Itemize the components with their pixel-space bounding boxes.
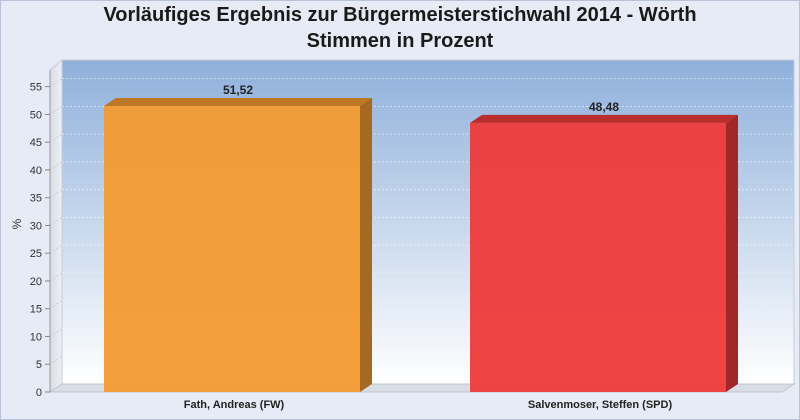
bar-top	[104, 97, 372, 106]
chart-title: Vorläufiges Ergebnis zur Bürgermeisterst…	[103, 4, 697, 26]
chart-subtitle: Stimmen in Prozent	[306, 30, 494, 52]
y-tick-label: 55	[30, 82, 42, 94]
y-tick-label: 0	[36, 387, 42, 399]
y-tick-label: 20	[30, 276, 42, 288]
y-tick-label: 45	[30, 137, 42, 149]
plot-side-wall	[49, 58, 63, 393]
y-tick-label: 15	[30, 304, 42, 316]
y-tick-label: 40	[30, 165, 42, 177]
gridline-wall	[49, 217, 63, 226]
gridline-wall	[49, 189, 63, 198]
gridline-wall	[49, 78, 63, 87]
bar-value-label: 51,52	[223, 83, 253, 97]
bar-side	[360, 97, 372, 393]
y-tick-label: 30	[30, 220, 42, 232]
x-tick-label: Salvenmoser, Steffen (SPD)	[528, 399, 673, 411]
y-axis-label: %	[10, 218, 24, 229]
y-tick-label: 25	[30, 248, 42, 260]
gridline-wall	[49, 355, 63, 365]
gridline-wall	[49, 106, 63, 115]
y-tick-label: 35	[30, 193, 42, 205]
x-tick-label: Fath, Andreas (FW)	[184, 399, 285, 411]
gridline-wall	[49, 328, 63, 337]
bar	[470, 122, 726, 392]
y-tick-label: 50	[30, 109, 42, 121]
bar-side	[726, 114, 738, 392]
bar-value-label: 48,48	[589, 100, 619, 114]
gridline-wall	[49, 133, 63, 143]
gridline-wall	[49, 300, 63, 309]
y-tick-label: 10	[30, 331, 42, 343]
bar	[104, 105, 360, 393]
gridline-wall	[49, 244, 63, 254]
gridline-wall	[49, 272, 63, 282]
bar-top	[470, 114, 738, 123]
y-tick-label: 5	[36, 359, 42, 371]
gridline-wall	[49, 161, 63, 171]
